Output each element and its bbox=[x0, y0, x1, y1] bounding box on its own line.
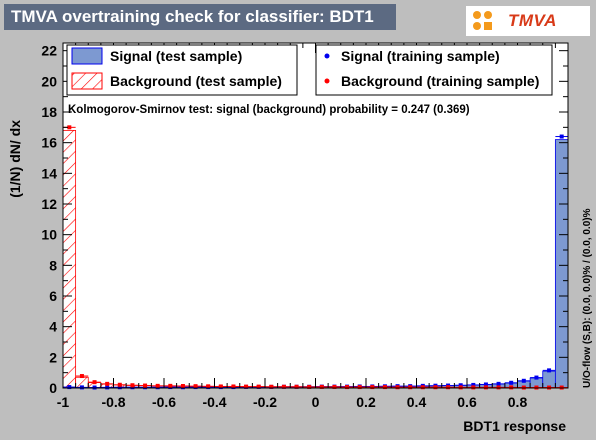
background-training-point bbox=[433, 385, 438, 390]
background-training-point bbox=[471, 385, 476, 390]
y-tick-label: 8 bbox=[49, 257, 57, 273]
y-tick-label: 16 bbox=[41, 135, 57, 151]
background-training-point bbox=[496, 385, 501, 390]
legend-marker-signal-training bbox=[324, 53, 330, 59]
background-training-point bbox=[332, 384, 337, 389]
tmva-logo bbox=[466, 6, 590, 36]
y-tick-label: 0 bbox=[49, 380, 57, 396]
chart-title-text: TMVA overtraining check for classifier: … bbox=[11, 7, 374, 26]
y-tick-label: 10 bbox=[41, 227, 57, 243]
legend-marker-background-training bbox=[324, 78, 330, 84]
background-training-point bbox=[218, 384, 223, 389]
x-tick-label: -0.8 bbox=[101, 394, 125, 410]
background-training-point bbox=[370, 385, 375, 390]
legend-signal-training: Signal (training sample) bbox=[341, 48, 500, 64]
signal-training-point bbox=[105, 385, 110, 390]
background-training-point bbox=[168, 383, 173, 388]
background-training-point bbox=[206, 384, 211, 389]
signal-training-point bbox=[67, 385, 72, 390]
signal-training-point bbox=[534, 375, 539, 380]
background-training-point bbox=[231, 384, 236, 389]
background-training-point bbox=[105, 381, 110, 386]
background-training-point bbox=[395, 385, 400, 390]
x-axis: -1 -0.8 -0.6 -0.4 -0.2 0 0.2 0.4 0.6 0.8 bbox=[57, 43, 569, 410]
background-training-point bbox=[446, 385, 451, 390]
background-training-point bbox=[79, 374, 84, 379]
background-training-point bbox=[382, 385, 387, 390]
y-tick-label: 12 bbox=[41, 196, 57, 212]
background-training-point bbox=[143, 383, 148, 388]
legend-box-right bbox=[315, 44, 553, 96]
training-points bbox=[63, 125, 568, 390]
x-tick-label: 0 bbox=[312, 394, 320, 410]
y-axis-label: (1/N) dN/ dx bbox=[7, 120, 23, 198]
background-training-point bbox=[92, 380, 97, 385]
signal-training-point bbox=[79, 385, 84, 390]
y-tick-label: 22 bbox=[41, 43, 57, 59]
background-training-point bbox=[307, 384, 312, 389]
ks-test-text: Kolmogorov-Smirnov test: signal (backgro… bbox=[68, 104, 470, 116]
background-training-point bbox=[155, 383, 160, 388]
background-training-point bbox=[193, 384, 198, 389]
chart-title: TMVA overtraining check for classifier: … bbox=[4, 4, 396, 30]
x-tick-label: 0.6 bbox=[457, 394, 477, 410]
background-training-point bbox=[180, 384, 185, 389]
signal-test-bar bbox=[554, 139, 569, 389]
legend-background-test: Background (test sample) bbox=[110, 73, 282, 89]
background-training-point bbox=[294, 384, 299, 389]
y-tick-label: 2 bbox=[49, 349, 57, 365]
background-training-point bbox=[244, 384, 249, 389]
logo-dots-icon bbox=[473, 11, 492, 30]
legend-background-training: Background (training sample) bbox=[341, 73, 539, 89]
background-training-point bbox=[319, 384, 324, 389]
legend-swatch-signal-test bbox=[71, 47, 103, 65]
x-tick-label: 0.8 bbox=[508, 394, 528, 410]
background-training-point bbox=[345, 385, 350, 390]
x-tick-label: 0.4 bbox=[407, 394, 427, 410]
signal-training-point bbox=[559, 134, 564, 139]
y-tick-label: 4 bbox=[49, 319, 57, 335]
x-tick-label: -0.2 bbox=[253, 394, 277, 410]
y-tick-label: 6 bbox=[49, 288, 57, 304]
plot-area bbox=[63, 43, 568, 388]
signal-training-point bbox=[471, 382, 476, 387]
logo-text: TMVA bbox=[508, 11, 557, 31]
background-training-point bbox=[117, 382, 122, 387]
background-training-point bbox=[420, 385, 425, 390]
x-tick-label: -0.6 bbox=[152, 394, 176, 410]
legend-box-left bbox=[66, 44, 298, 96]
signal-test-bar bbox=[542, 370, 556, 389]
background-training-point bbox=[269, 384, 274, 389]
x-tick-label: 0.2 bbox=[356, 394, 376, 410]
signal-training-point bbox=[509, 380, 514, 385]
y-axis: 0 2 4 6 8 10 12 14 16 18 20 22 bbox=[41, 43, 568, 396]
legend-signal-test: Signal (test sample) bbox=[110, 48, 242, 64]
y-tick-label: 18 bbox=[41, 104, 57, 120]
signal-training-point bbox=[483, 382, 488, 387]
background-training-point bbox=[408, 385, 413, 390]
y-tick-label: 14 bbox=[41, 165, 57, 181]
overflow-text: U/O-flow (S,B): (0.0, 0.0)% / (0.0, 0.0)… bbox=[582, 208, 593, 388]
background-training-point bbox=[281, 384, 286, 389]
signal-training-point bbox=[496, 381, 501, 386]
logo-text-value: TMVA bbox=[508, 11, 557, 30]
signal-training-point bbox=[117, 385, 122, 390]
signal-training-point bbox=[521, 378, 526, 383]
y-tick-label: 20 bbox=[41, 73, 57, 89]
background-training-point bbox=[458, 385, 463, 390]
signal-training-point bbox=[458, 383, 463, 388]
x-tick-label: -1 bbox=[57, 394, 70, 410]
background-test-bar bbox=[62, 129, 77, 389]
background-training-point bbox=[256, 384, 261, 389]
background-training-point bbox=[509, 385, 514, 390]
signal-training-point bbox=[547, 368, 552, 373]
legend-swatch-background-test bbox=[71, 72, 103, 90]
background-training-point bbox=[67, 125, 72, 130]
x-axis-label: BDT1 response bbox=[463, 418, 566, 434]
background-training-point bbox=[483, 385, 488, 390]
background-training-point bbox=[130, 383, 135, 388]
x-tick-label: -0.4 bbox=[202, 394, 226, 410]
background-training-point bbox=[357, 385, 362, 390]
